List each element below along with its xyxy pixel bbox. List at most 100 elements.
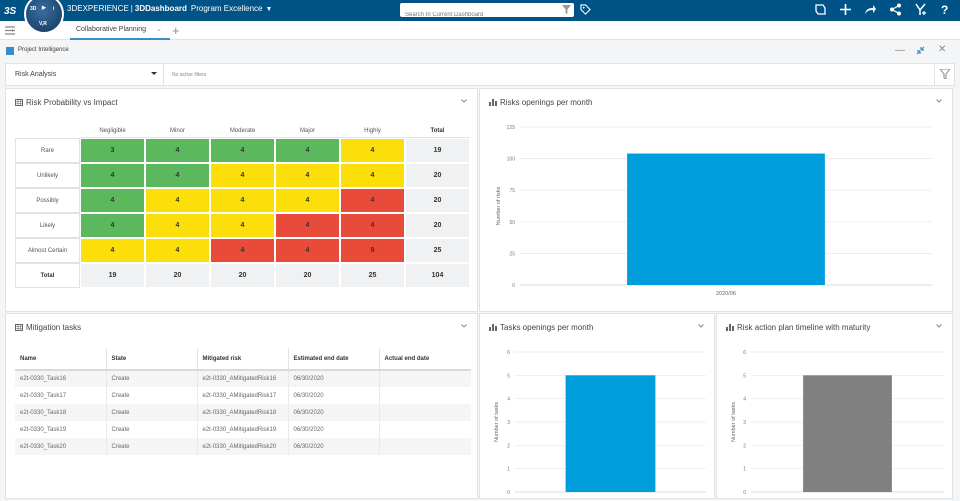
matrix-row-total: 20 <box>405 188 470 213</box>
top-bar: 3S 3D ▶ i V,R 3DEXPERIENCE | 3DDashboard Pr… <box>0 0 960 34</box>
table-row[interactable]: e2t-0330_Task16 Create e2t-0330_AMitigated… <box>15 370 471 387</box>
add-tab-icon[interactable]: + <box>172 23 180 38</box>
tab-collaborative-planning[interactable]: Collaborative Planning ⌄ <box>70 21 170 40</box>
risk-matrix-panel: Risk Probability vs Impact Negligible Mi… <box>5 88 478 312</box>
bar[interactable] <box>565 375 656 492</box>
close-icon[interactable]: ✕ <box>938 44 947 55</box>
matrix-cell[interactable]: 4 <box>80 163 145 188</box>
matrix-cell[interactable]: 4 <box>340 188 405 213</box>
chevron-down-icon[interactable] <box>461 98 467 104</box>
table-row[interactable]: e2t-0330_Task20 Create e2t-0330_AMitigated… <box>15 438 471 455</box>
share-arrow-icon[interactable] <box>864 3 877 16</box>
filter-button[interactable] <box>934 64 954 85</box>
risk-matrix: Negligible Minor Moderate Major Highly T… <box>15 123 470 288</box>
matrix-row-total: 20 <box>405 213 470 238</box>
apps-icon[interactable] <box>914 3 927 16</box>
matrix-cell[interactable]: 4 <box>275 188 340 213</box>
matrix-row: Rare 3 4 4 4 4 19 <box>15 138 470 163</box>
panel-title: Risks openings per month <box>489 98 593 107</box>
menu-icon[interactable] <box>5 26 15 35</box>
matrix-cell[interactable]: 4 <box>145 138 210 163</box>
matrix-cell[interactable]: 4 <box>340 213 405 238</box>
matrix-cell[interactable]: 4 <box>145 238 210 263</box>
y-tick-label: 6 <box>743 350 746 356</box>
column-header[interactable]: Mitigated risk <box>196 348 288 371</box>
add-icon[interactable] <box>839 3 852 16</box>
collapse-icon[interactable] <box>916 46 925 55</box>
matrix-cell[interactable]: 4 <box>80 188 145 213</box>
share-icon[interactable] <box>889 3 902 16</box>
matrix-cell[interactable]: 4 <box>275 238 340 263</box>
chevron-down-icon[interactable] <box>936 98 942 104</box>
minimize-icon[interactable]: — <box>895 45 905 56</box>
matrix-col-total: 25 <box>340 263 405 288</box>
tag-icon[interactable] <box>580 4 591 15</box>
matrix-cell[interactable]: 4 <box>275 163 340 188</box>
y-tick-label: 5 <box>743 373 746 379</box>
matrix-cell[interactable]: 4 <box>275 138 340 163</box>
filter-icon[interactable] <box>562 5 571 14</box>
chevron-down-icon[interactable] <box>698 323 704 329</box>
bar[interactable] <box>627 153 825 285</box>
bar-chart-icon <box>489 324 497 331</box>
matrix-cell[interactable]: 4 <box>210 238 275 263</box>
matrix-cell[interactable]: 4 <box>145 213 210 238</box>
y-tick-label: 0 <box>507 490 510 496</box>
table-row[interactable]: e2t-0330_Task19 Create e2t-0330_AMitigated… <box>15 421 471 438</box>
table-cell: Create <box>105 421 197 438</box>
matrix-cell[interactable]: 4 <box>80 213 145 238</box>
matrix-total-label: Total <box>15 263 80 288</box>
table-row[interactable]: e2t-0330_Task17 Create e2t-0330_AMitigated… <box>15 387 471 404</box>
table-row[interactable]: e2t-0330_Task18 Create e2t-0330_AMitigated… <box>15 404 471 421</box>
table-cell: e2t-0330_Task19 <box>15 421 106 438</box>
matrix-col-total: 19 <box>80 263 145 288</box>
column-header[interactable]: Name <box>15 348 106 371</box>
matrix-cell[interactable]: 4 <box>210 188 275 213</box>
matrix-cell[interactable]: 4 <box>340 163 405 188</box>
mitigation-tasks-panel: Mitigation tasks Name State Mitigated ri… <box>5 313 478 499</box>
matrix-cell[interactable]: 4 <box>340 138 405 163</box>
matrix-cell[interactable]: 4 <box>145 188 210 213</box>
column-header[interactable]: Actual end date <box>378 348 471 371</box>
panel-title: Risk Probability vs Impact <box>15 98 118 107</box>
matrix-col-total: 20 <box>210 263 275 288</box>
y-tick-label: 3 <box>743 420 746 426</box>
search-input[interactable] <box>400 8 555 22</box>
matrix-cell[interactable]: 4 <box>275 213 340 238</box>
widget-title: Project Intelligence <box>18 47 69 53</box>
chevron-down-icon[interactable] <box>461 323 467 329</box>
compass-icon[interactable]: 3D ▶ i V,R <box>24 0 64 34</box>
chevron-down-icon[interactable] <box>936 323 942 329</box>
matrix-cell[interactable]: 4 <box>210 213 275 238</box>
feedback-icon[interactable] <box>814 3 827 16</box>
table-cell: e2t-0330_Task20 <box>15 438 106 455</box>
matrix-total-row: Total 19 20 20 20 25 104 <box>15 263 470 288</box>
y-axis-label: Number of tasks <box>494 402 500 442</box>
matrix-row: Possibly 4 4 4 4 4 20 <box>15 188 470 213</box>
matrix-cell[interactable]: 9 <box>340 238 405 263</box>
y-tick-label: 75 <box>509 188 515 194</box>
bar-chart-icon <box>726 324 734 331</box>
column-header[interactable]: Estimated end date <box>287 348 379 371</box>
help-icon[interactable]: ? <box>939 3 952 17</box>
analysis-dropdown[interactable]: Risk Analysis <box>6 64 164 85</box>
matrix-cell[interactable]: 4 <box>210 138 275 163</box>
matrix-cell[interactable]: 4 <box>210 163 275 188</box>
column-header[interactable]: State <box>105 348 197 371</box>
y-tick-label: 100 <box>507 157 516 163</box>
tasks-openings-chart: 0 1 2 3 4 5 6 Number of tasks <box>494 350 706 496</box>
tab-bar: Collaborative Planning ⌄ + <box>0 21 960 40</box>
y-tick-label: 4 <box>507 397 510 403</box>
chevron-down-icon[interactable]: ▼ <box>265 6 273 13</box>
bar[interactable] <box>803 375 892 492</box>
matrix-grand-total: 104 <box>405 263 470 288</box>
matrix-cell[interactable]: 4 <box>145 163 210 188</box>
matrix-cell[interactable]: 3 <box>80 138 145 163</box>
search-box[interactable] <box>400 3 574 22</box>
matrix-cell[interactable]: 4 <box>80 238 145 263</box>
matrix-row-total: 19 <box>405 138 470 163</box>
y-tick-label: 1 <box>743 467 746 473</box>
brand-title[interactable]: 3DEXPERIENCE | 3DDashboard Program Excellen… <box>67 4 273 13</box>
mitigation-table: Name State Mitigated risk Estimated end … <box>15 348 471 455</box>
chevron-down-icon[interactable]: ⌄ <box>156 26 162 33</box>
